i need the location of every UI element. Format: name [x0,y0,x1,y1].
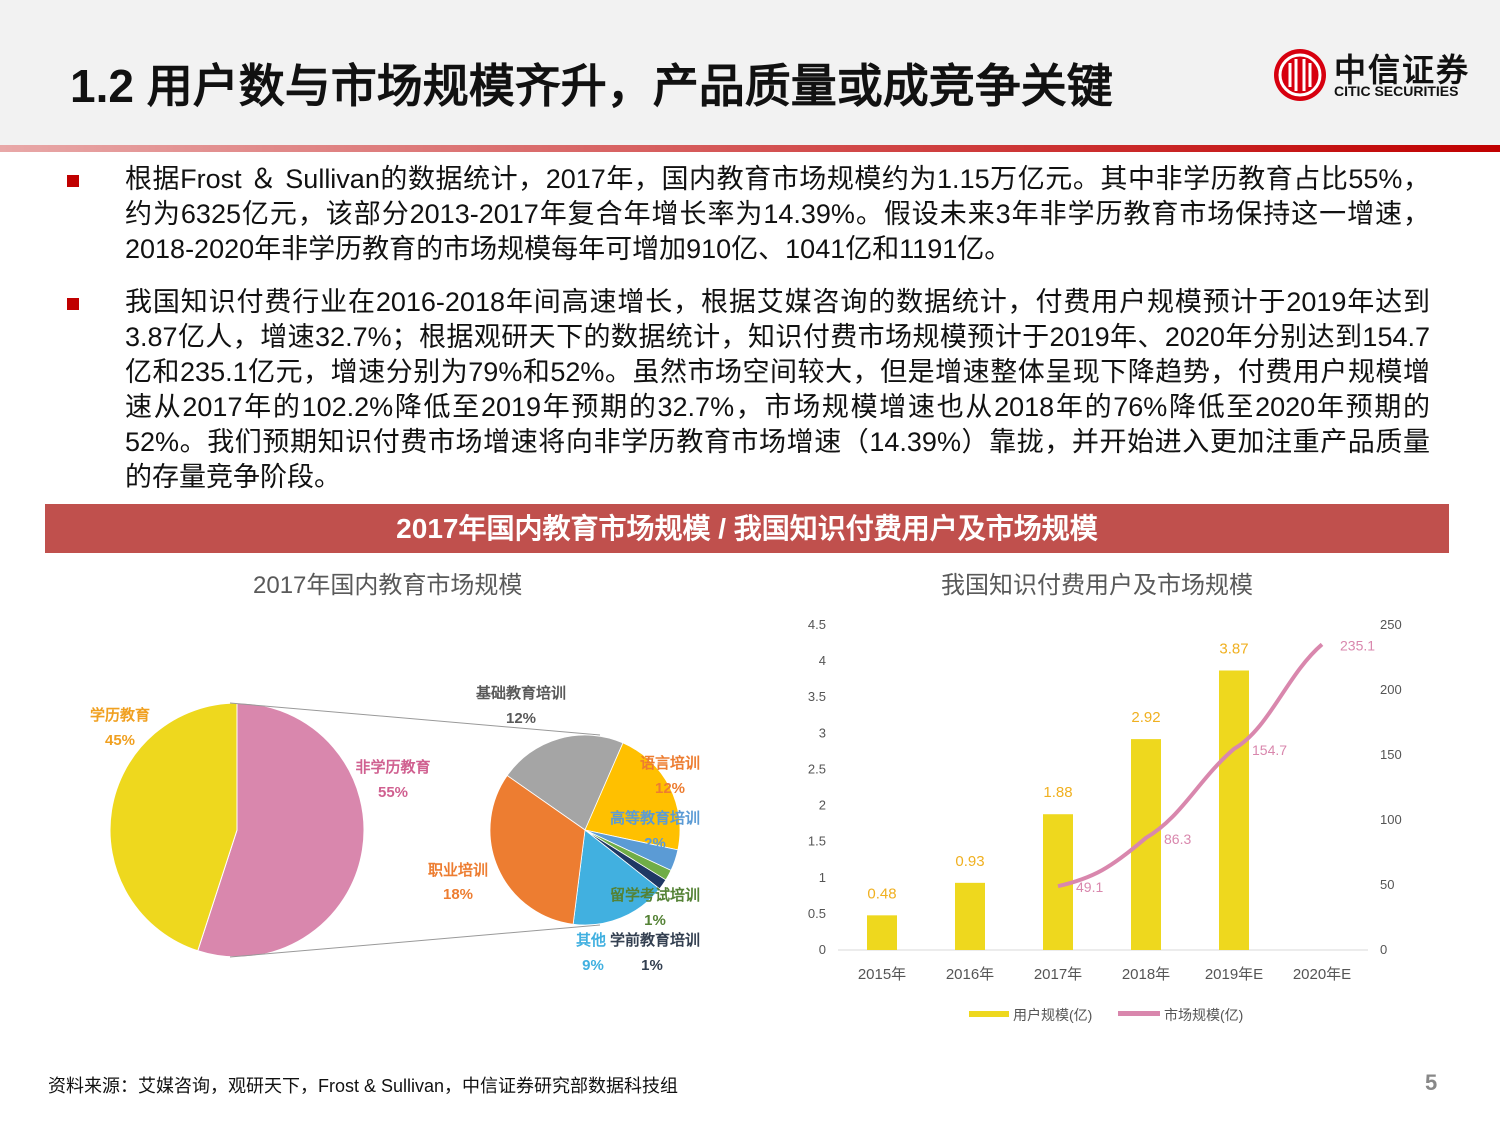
subpie-label: 基础教育培训 [475,684,566,702]
y-right-tick: 250 [1380,617,1402,632]
subpie-slice [584,742,681,851]
pie-slice [109,702,238,952]
subpie-slice [506,734,624,831]
y-left-tick: 2.5 [808,761,826,776]
subpie-label: 职业培训 [428,861,488,879]
y-right-tick: 0 [1380,942,1387,957]
subpie-label: 其他 [576,931,606,949]
bar-label: 0.48 [867,885,896,902]
header-divider [0,145,1500,152]
bar [955,882,985,950]
subpie-value: 1% [644,912,666,929]
line-label: 86.3 [1164,831,1191,847]
bullet-icon [67,175,79,187]
header-band [0,0,1500,145]
bar-label: 1.88 [1043,784,1072,801]
y-right-tick: 150 [1380,747,1402,762]
x-tick: 2017年 [1034,966,1082,983]
y-right-tick: 100 [1380,812,1402,827]
legend-bar-label: 用户规模(亿) [1013,1007,1092,1023]
citic-logo: 中信证券 CITIC SECURITIES [1272,45,1472,105]
pie-chart-title: 2017年国内教育市场规模 [253,572,523,599]
subpie-value: 12% [506,710,536,727]
x-tick: 2015年 [858,966,906,983]
connector-line [229,702,601,736]
legend-line-label: 市场规模(亿) [1164,1007,1243,1023]
section-banner: 2017年国内教育市场规模 / 我国知识付费用户及市场规模 [45,504,1449,553]
logo-en: CITIC SECURITIES [1334,83,1459,99]
pie-slice [197,702,365,958]
bullet-item: 根据Frost ＆ Sullivan的数据统计，2017年，国内教育市场规模约为… [0,162,1430,267]
connector-line [229,924,601,958]
x-tick: 2016年 [946,966,994,983]
x-tick: 2019年E [1205,966,1263,983]
subpie-value: 12% [655,780,685,797]
line-label: 235.1 [1340,637,1375,653]
y-left-tick: 4.5 [808,617,826,632]
subpie-label: 高等教育培训 [610,809,700,827]
line-series [1057,642,1324,889]
y-left-tick: 2 [819,798,826,813]
subpie-value: 18% [443,886,473,903]
subpie-label: 语言培训 [640,754,700,772]
page-number: 5 [1425,1070,1438,1095]
y-right-tick: 200 [1380,682,1402,697]
y-left-tick: 4 [819,653,826,668]
pie-label: 学历教育 [90,706,150,724]
x-tick: 2020年E [1293,966,1351,983]
bar-label: 2.92 [1131,709,1160,726]
bar [1219,670,1249,950]
pie-value: 45% [105,732,135,749]
citic-logo-icon [1274,49,1326,101]
bullet-list: 根据Frost ＆ Sullivan的数据统计，2017年，国内教育市场规模约为… [0,162,1500,495]
y-left-tick: 1.5 [808,834,826,849]
bullet-item: 我国知识付费行业在2016-2018年间高速增长，根据艾媒咨询的数据统计，付费用… [0,285,1430,495]
bar-label: 3.87 [1219,641,1248,658]
bar-label: 0.93 [955,853,984,870]
logo-cn: 中信证券 [1334,51,1471,89]
subpie-value: 2% [644,835,666,852]
subpie-slice [572,829,661,926]
subpie-slice [489,774,586,925]
y-left-tick: 3.5 [808,689,826,704]
y-left-tick: 0.5 [808,906,826,921]
x-tick: 2018年 [1122,966,1170,983]
bullet-icon [67,298,79,310]
bullet-text: 我国知识付费行业在2016-2018年间高速增长，根据艾媒咨询的数据统计，付费用… [125,287,1430,492]
subpie-label: 学前教育培训 [610,931,700,949]
line-label: 154.7 [1252,742,1287,758]
page-title: 1.2 用户数与市场规模齐升，产品质量或成竞争关键 [70,60,1113,112]
subpie-value: 1% [641,957,663,974]
line-label: 49.1 [1076,879,1103,895]
y-left-tick: 1 [819,870,826,885]
y-left-tick: 0 [819,942,826,957]
bar-chart-title: 我国知识付费用户及市场规模 [941,572,1253,599]
pie-label: 非学历教育 [355,758,430,776]
y-right-tick: 50 [1380,877,1394,892]
subpie-value: 9% [582,957,604,974]
legend-bar-swatch [969,1011,1009,1017]
bullet-text: 根据Frost ＆ Sullivan的数据统计，2017年，国内教育市场规模约为… [125,164,1430,264]
y-left-tick: 3 [819,725,826,740]
pie-value: 55% [378,784,408,801]
source-note: 资料来源：艾媒咨询，观研天下，Frost & Sullivan，中信证券研究部数… [48,1076,679,1096]
subpie-label: 留学考试培训 [610,886,700,904]
legend-line-swatch [1118,1011,1160,1016]
bar [867,915,897,950]
